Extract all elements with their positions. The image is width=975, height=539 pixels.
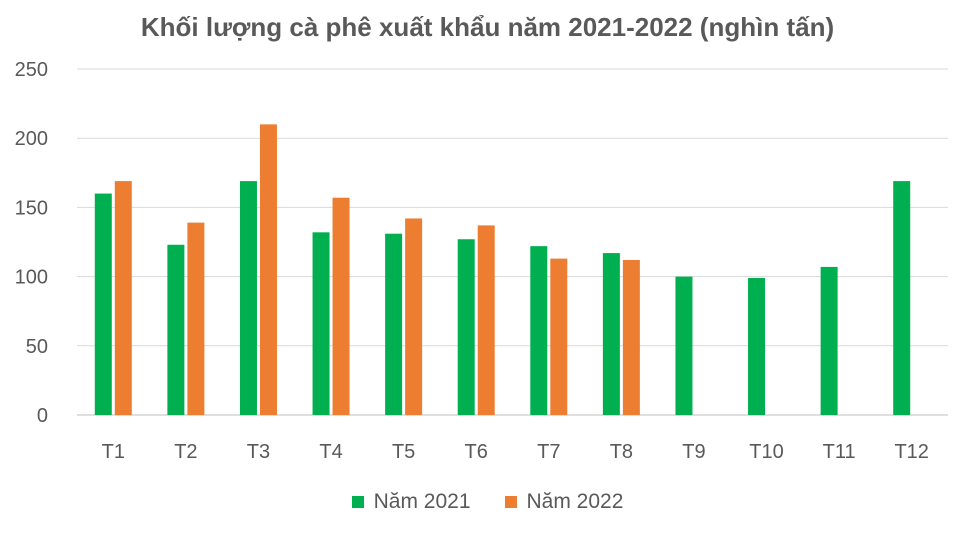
bar-2022-t3	[259, 124, 277, 416]
x-tick-label: T4	[319, 441, 342, 463]
bar-2021-t3	[239, 181, 257, 415]
legend-item-2021: Năm 2021	[351, 490, 471, 514]
bar-2021-t2	[167, 244, 185, 415]
x-tick-label: T9	[682, 441, 705, 463]
y-tick-label: 0	[37, 405, 48, 427]
bar-2022-t5	[405, 218, 423, 415]
chart-title: Khối lượng cà phê xuất khẩu năm 2021-202…	[140, 12, 835, 42]
y-tick-label: 150	[15, 197, 48, 219]
legend-swatch-2022	[504, 496, 517, 508]
x-tick-label: T6	[465, 441, 488, 463]
bar-chart: 0 50 100 150 200 250 T1 T2 T3 T4 T5 T6 T7 T8 T9 T10 T11…	[15, 59, 948, 463]
bar-2021-t6	[457, 239, 475, 415]
y-tick-label: 250	[15, 59, 48, 81]
legend-item-2022: Năm 2022	[504, 490, 624, 514]
bar-2022-t6	[477, 225, 495, 415]
bar-2021-t9	[675, 276, 693, 415]
bars	[94, 124, 911, 416]
x-tick-label: T3	[247, 441, 270, 463]
x-tick-label: T1	[102, 441, 125, 463]
x-tick-label: T5	[392, 441, 415, 463]
legend: Năm 2021 Năm 2022	[0, 490, 975, 514]
x-tick-label: T7	[537, 441, 560, 463]
bar-2021-t7	[530, 246, 548, 415]
x-tick-label: T2	[174, 441, 197, 463]
legend-label-2022: Năm 2022	[526, 490, 624, 513]
bar-2022-t1	[114, 181, 132, 415]
y-tick-label: 200	[15, 128, 48, 150]
bar-2022-t7	[550, 258, 568, 415]
bar-2021-t4	[312, 232, 330, 415]
bar-2021-t11	[820, 266, 838, 415]
bar-2022-t2	[187, 222, 205, 415]
bar-2021-t10	[748, 277, 766, 415]
legend-swatch-2021	[351, 496, 364, 508]
legend-label-2021: Năm 2021	[373, 490, 471, 513]
x-tick-label: T12	[894, 441, 928, 463]
bar-2022-t8	[622, 259, 640, 415]
x-axis-ticks: T1 T2 T3 T4 T5 T6 T7 T8 T9 T10 T11 T12	[102, 441, 929, 463]
bar-2021-t1	[94, 193, 112, 415]
bar-2021-t8	[602, 253, 620, 415]
bar-2021-t12	[893, 181, 911, 415]
y-axis-ticks: 0 50 100 150 200 250	[15, 59, 48, 427]
x-tick-label: T10	[749, 441, 783, 463]
bar-2022-t4	[332, 197, 350, 415]
x-tick-label: T8	[610, 441, 633, 463]
y-tick-label: 100	[15, 267, 48, 289]
y-tick-label: 50	[26, 336, 48, 358]
bar-2021-t5	[385, 233, 403, 415]
gridlines	[77, 68, 948, 416]
x-tick-label: T11	[823, 441, 856, 463]
